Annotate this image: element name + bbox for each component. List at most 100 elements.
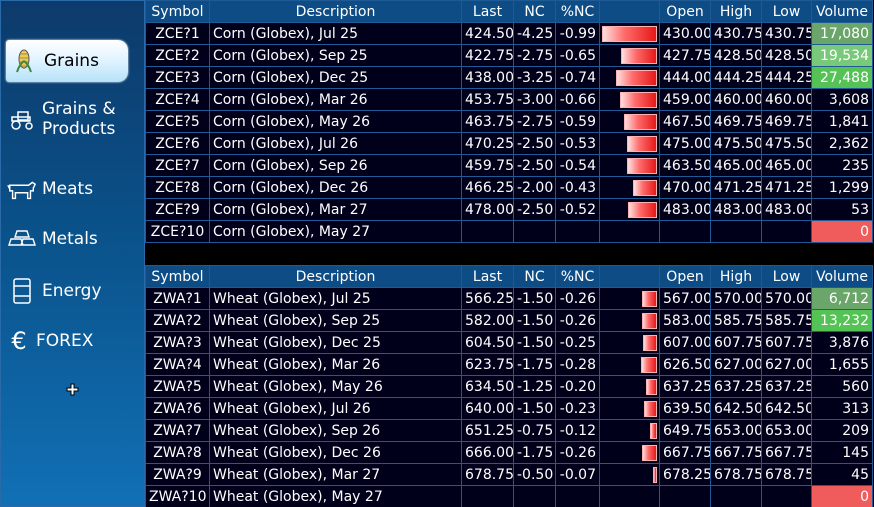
sidebar-item-metals[interactable]: Metals (6, 227, 142, 251)
table-row[interactable]: ZCE?4 Corn (Globex), Mar 26 453.75 -3.00 -0.… (145, 88, 873, 111)
low-cell: 653.00 (761, 419, 812, 442)
net-change-cell: -3.25 (513, 66, 556, 89)
symbol-cell: ZCE?1 (145, 22, 210, 45)
sidebar-item-label: Energy (42, 281, 102, 301)
net-change-cell: -2.75 (513, 44, 556, 67)
net-change-cell: -3.00 (513, 88, 556, 111)
gold-bars-icon (6, 227, 38, 251)
percent-change-cell: -0.59 (555, 110, 600, 133)
percent-change-cell: -0.25 (555, 331, 600, 354)
open-cell: 649.75 (659, 419, 711, 442)
table-row[interactable]: ZWA?10 Wheat (Globex), May 27 0 (145, 485, 873, 507)
table-row[interactable]: ZWA?5 Wheat (Globex), May 26 634.50 -1.25 -0… (145, 375, 873, 398)
table-row[interactable]: ZWA?8 Wheat (Globex), Dec 26 666.00 -1.75 -0… (145, 441, 873, 464)
change-bar (653, 467, 657, 483)
description-cell: Corn (Globex), Sep 26 (209, 154, 462, 177)
high-cell: 469.75 (710, 110, 762, 133)
symbol-cell: ZCE?10 (145, 220, 210, 243)
column-header[interactable]: %NC (555, 0, 600, 23)
sidebar-item-meats[interactable]: Meats (6, 177, 142, 201)
sidebar-item-grains-products[interactable]: Grains & Products (6, 99, 142, 139)
column-header[interactable]: NC (513, 265, 556, 288)
volume-cell: 3,608 (811, 88, 873, 111)
crosshair-cursor-icon (66, 383, 79, 396)
net-change-cell: -2.00 (513, 176, 556, 199)
column-header[interactable]: Low (761, 265, 812, 288)
change-bar-cell (599, 88, 660, 111)
change-bar-cell (599, 331, 660, 354)
change-bar (641, 357, 657, 373)
sidebar-item-forex[interactable]: € FOREX (6, 327, 142, 355)
symbol-cell: ZCE?8 (145, 176, 210, 199)
description-cell: Wheat (Globex), Jul 25 (209, 287, 462, 310)
column-header[interactable]: Last (461, 265, 514, 288)
change-bar-cell (599, 353, 660, 376)
table-row[interactable]: ZCE?9 Corn (Globex), Mar 27 478.00 -2.50 -0.… (145, 198, 873, 221)
high-cell: 460.00 (710, 88, 762, 111)
percent-change-cell: -0.26 (555, 441, 600, 464)
description-cell: Corn (Globex), Dec 26 (209, 176, 462, 199)
table-row[interactable]: ZCE?8 Corn (Globex), Dec 26 466.25 -2.00 -0.… (145, 176, 873, 199)
table-row[interactable]: ZWA?4 Wheat (Globex), Mar 26 623.75 -1.75 -0… (145, 353, 873, 376)
symbol-cell: ZWA?5 (145, 375, 210, 398)
low-cell: 483.00 (761, 198, 812, 221)
symbol-cell: ZWA?1 (145, 287, 210, 310)
column-header[interactable]: High (710, 0, 762, 23)
sidebar-item-grains[interactable]: Grains (6, 40, 128, 82)
high-cell: 627.00 (710, 353, 762, 376)
change-bar-cell (599, 110, 660, 133)
table-row[interactable]: ZCE?1 Corn (Globex), Jul 25 424.50 -4.25 -0.… (145, 22, 873, 45)
column-header[interactable]: %NC (555, 265, 600, 288)
open-cell: 427.75 (659, 44, 711, 67)
net-change-cell: -2.50 (513, 132, 556, 155)
table-row[interactable]: ZCE?3 Corn (Globex), Dec 25 438.00 -3.25 -0.… (145, 66, 873, 89)
high-cell: 471.25 (710, 176, 762, 199)
table-row[interactable]: ZWA?9 Wheat (Globex), Mar 27 678.75 -0.50 -0… (145, 463, 873, 486)
table-row[interactable]: ZCE?2 Corn (Globex), Sep 25 422.75 -2.75 -0.… (145, 44, 873, 67)
symbol-cell: ZCE?3 (145, 66, 210, 89)
euro-icon: € (11, 327, 27, 355)
table-row[interactable]: ZCE?6 Corn (Globex), Jul 26 470.25 -2.50 -0.… (145, 132, 873, 155)
change-bar-cell (599, 375, 660, 398)
column-header[interactable] (599, 0, 660, 23)
column-header[interactable]: Low (761, 0, 812, 23)
column-header[interactable]: Symbol (145, 0, 210, 23)
last-cell: 678.75 (461, 463, 514, 486)
sidebar-item-energy[interactable]: Energy (6, 277, 142, 305)
table-row[interactable]: ZCE?10 Corn (Globex), May 27 0 (145, 220, 873, 243)
change-bar (642, 291, 657, 307)
table-row[interactable]: ZWA?7 Wheat (Globex), Sep 26 651.25 -0.75 -0… (145, 419, 873, 442)
table-row[interactable]: ZCE?5 Corn (Globex), May 26 463.75 -2.75 -0.… (145, 110, 873, 133)
description-cell: Wheat (Globex), Dec 26 (209, 441, 462, 464)
table-row[interactable]: ZCE?7 Corn (Globex), Sep 26 459.75 -2.50 -0.… (145, 154, 873, 177)
column-header[interactable]: Description (209, 265, 462, 288)
column-header[interactable]: Volume (811, 0, 873, 23)
table-row[interactable]: ZWA?6 Wheat (Globex), Jul 26 640.00 -1.50 -0… (145, 397, 873, 420)
column-header[interactable]: Open (659, 0, 711, 23)
net-change-cell: -1.50 (513, 309, 556, 332)
corn-icon (8, 48, 40, 74)
percent-change-cell: -0.52 (555, 198, 600, 221)
column-header[interactable]: Last (461, 0, 514, 23)
description-cell: Corn (Globex), Sep 25 (209, 44, 462, 67)
table-row[interactable]: ZWA?1 Wheat (Globex), Jul 25 566.25 -1.50 -0… (145, 287, 873, 310)
high-cell: 607.75 (710, 331, 762, 354)
description-cell: Wheat (Globex), Sep 25 (209, 309, 462, 332)
net-change-cell: -1.75 (513, 441, 556, 464)
column-header[interactable]: NC (513, 0, 556, 23)
column-header[interactable]: Volume (811, 265, 873, 288)
column-header[interactable]: High (710, 265, 762, 288)
column-header[interactable]: Symbol (145, 265, 210, 288)
column-header[interactable]: Description (209, 0, 462, 23)
description-cell: Wheat (Globex), Jul 26 (209, 397, 462, 420)
high-cell: 465.00 (710, 154, 762, 177)
volume-cell: 45 (811, 463, 873, 486)
column-header[interactable] (599, 265, 660, 288)
change-bar-cell (599, 463, 660, 486)
cow-icon (6, 177, 38, 201)
table-header: Symbol Description Last NC %NC Open High Low Vol… (145, 265, 873, 288)
table-row[interactable]: ZWA?3 Wheat (Globex), Dec 25 604.50 -1.50 -0… (145, 331, 873, 354)
sidebar-item-label: Meats (42, 179, 94, 199)
table-row[interactable]: ZWA?2 Wheat (Globex), Sep 25 582.00 -1.50 -0… (145, 309, 873, 332)
column-header[interactable]: Open (659, 265, 711, 288)
